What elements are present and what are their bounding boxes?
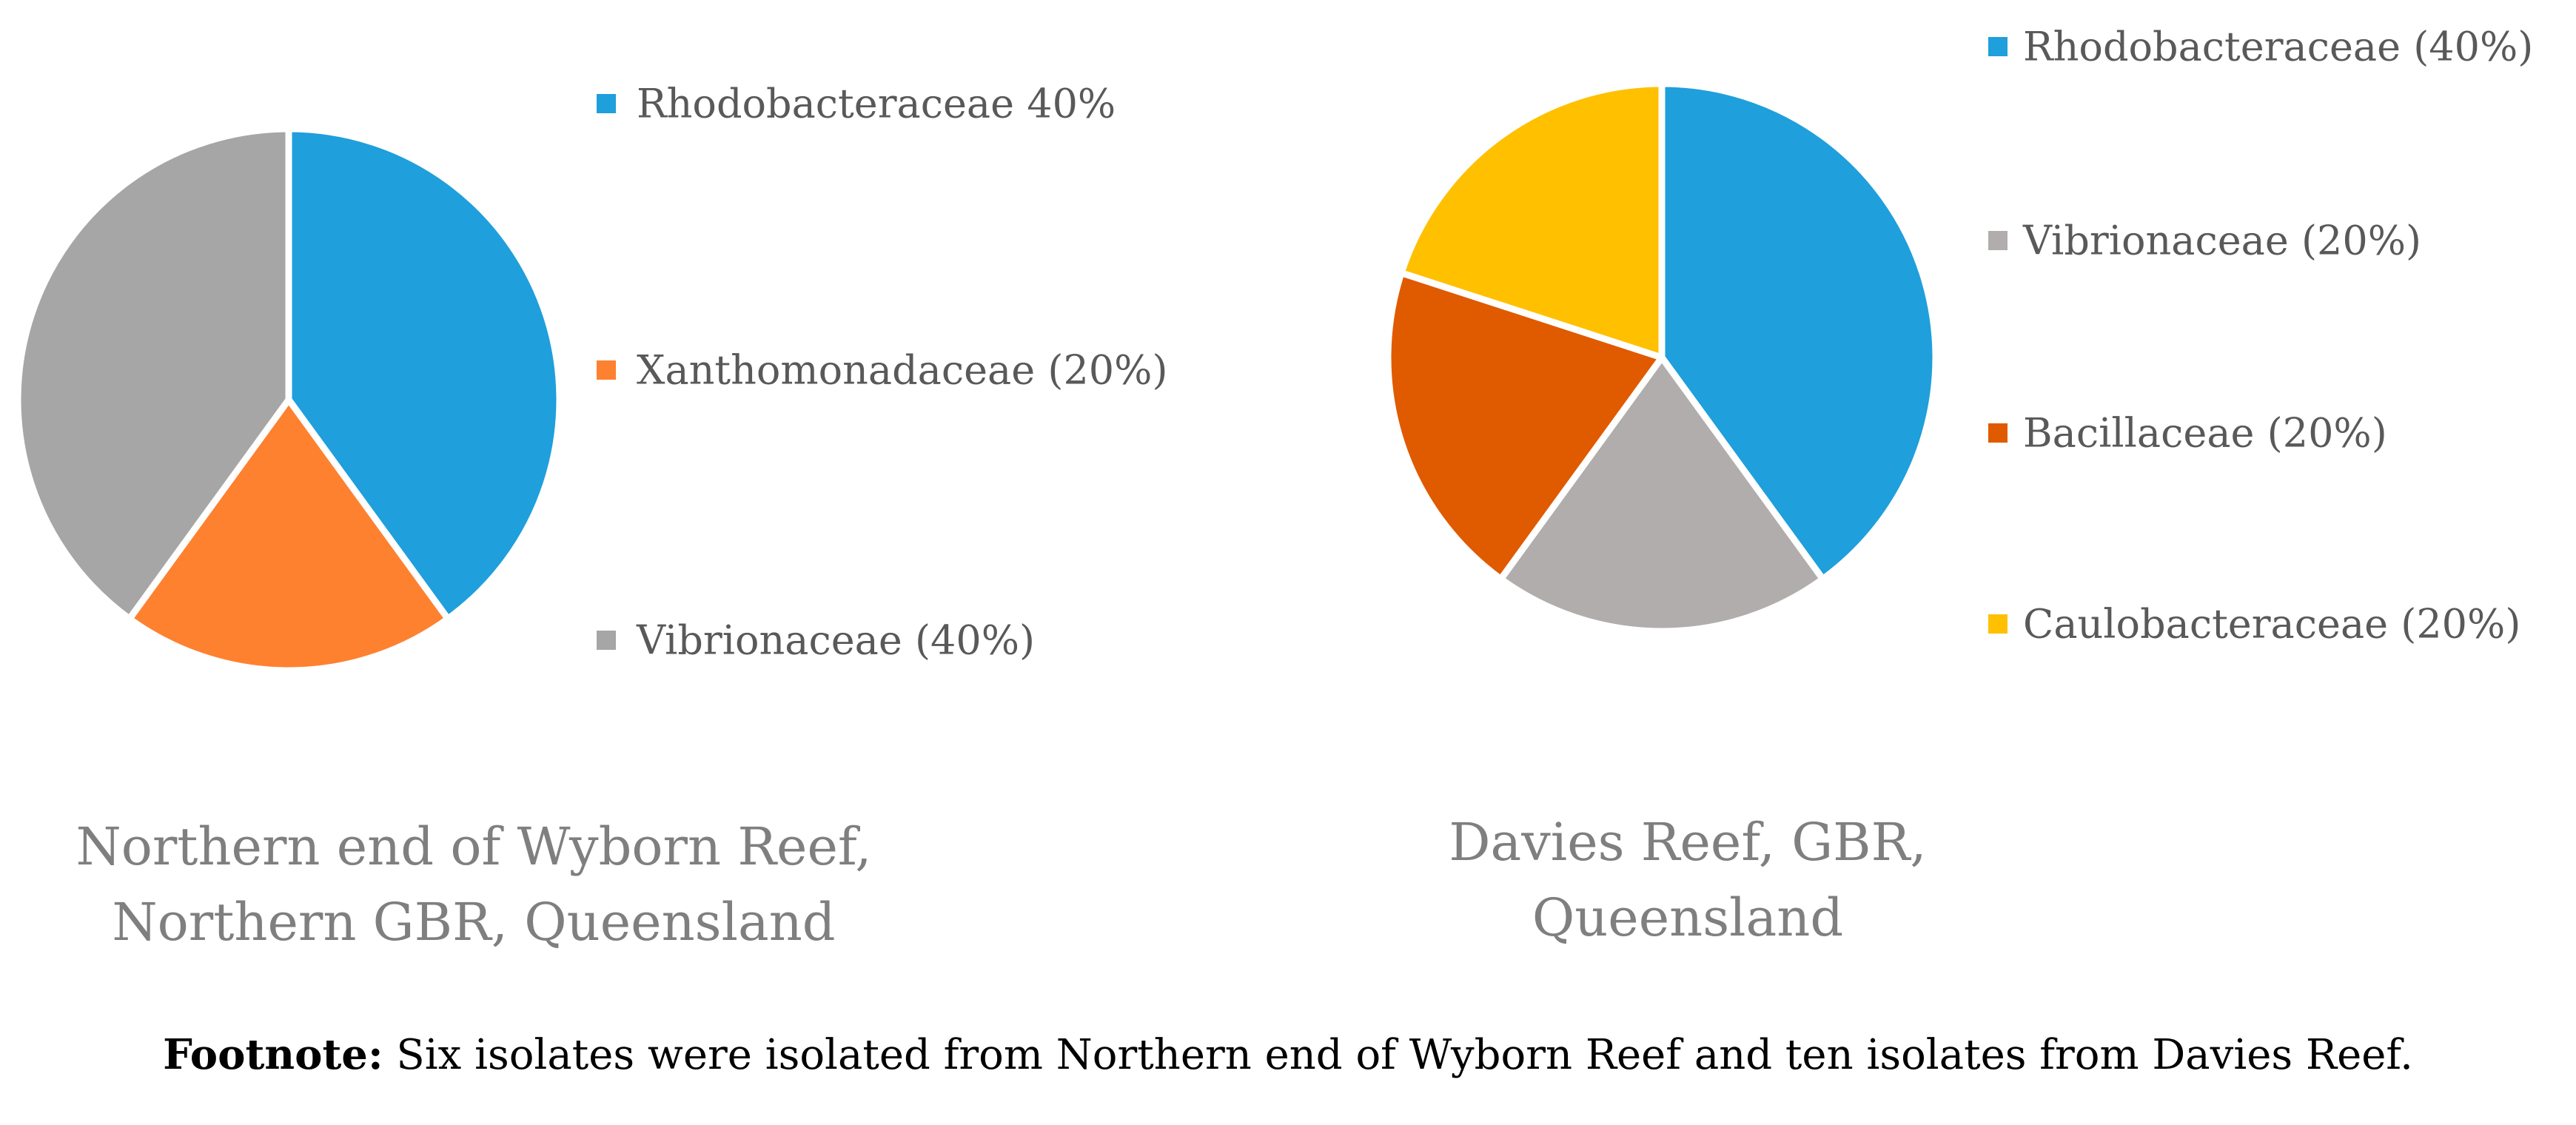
legend-swatch-1-0 (1988, 37, 2008, 56)
pie-slice-1-3 (1398, 80, 1666, 361)
legend-label-1-3: Caulobacteraceae (20%) (2023, 601, 2520, 648)
pie-slice-1-1 (1497, 354, 1826, 635)
legend-label-1-1: Vibrionaceae (20%) (2022, 218, 2421, 264)
legend-label-0-2: Vibrionaceae (40%) (636, 617, 1035, 664)
pie-slice-1-0 (1658, 80, 1939, 582)
pie-slice-0-2 (14, 125, 292, 622)
legend-swatch-1-2 (1988, 423, 2008, 443)
footnote-text: Six isolates were isolated from Northern… (383, 1031, 2413, 1079)
legend-swatch-0-2 (597, 631, 616, 650)
chart-caption-1-1: Queensland (1532, 887, 1843, 948)
pie-slice-0-0 (285, 125, 563, 622)
pie-chart-davies: Rhodobacteraceae (40%) Vibrionaceae (20%)… (1384, 24, 2533, 948)
legend-label-0-0: Rhodobacteraceae 40% (637, 81, 1116, 127)
legend-swatch-0-0 (597, 94, 616, 113)
legend-label-1-0: Rhodobacteraceae (40%) (2023, 24, 2533, 70)
legend-swatch-1-1 (1988, 231, 2008, 250)
legend-swatch-1-3 (1988, 614, 2008, 634)
footnote: Footnote: Six isolates were isolated fro… (0, 1030, 2576, 1079)
legend-swatch-0-1 (597, 360, 616, 380)
pie-chart-wyborn: Rhodobacteraceae 40% Xanthomonadaceae (20… (14, 81, 1168, 953)
chart-caption-0-1: Northern GBR, Queensland (112, 892, 835, 953)
pie-slice-1-2 (1384, 269, 1666, 582)
chart-caption-0-0: Northern end of Wyborn Reef, (76, 816, 871, 877)
pie-slice-0-1 (126, 396, 452, 674)
chart-caption-1-0: Davies Reef, GBR, (1449, 812, 1926, 873)
legend-label-0-1: Xanthomonadaceae (20%) (637, 347, 1168, 394)
footnote-label: Footnote: (163, 1030, 383, 1079)
legend-label-1-2: Bacillaceae (20%) (2023, 410, 2387, 457)
